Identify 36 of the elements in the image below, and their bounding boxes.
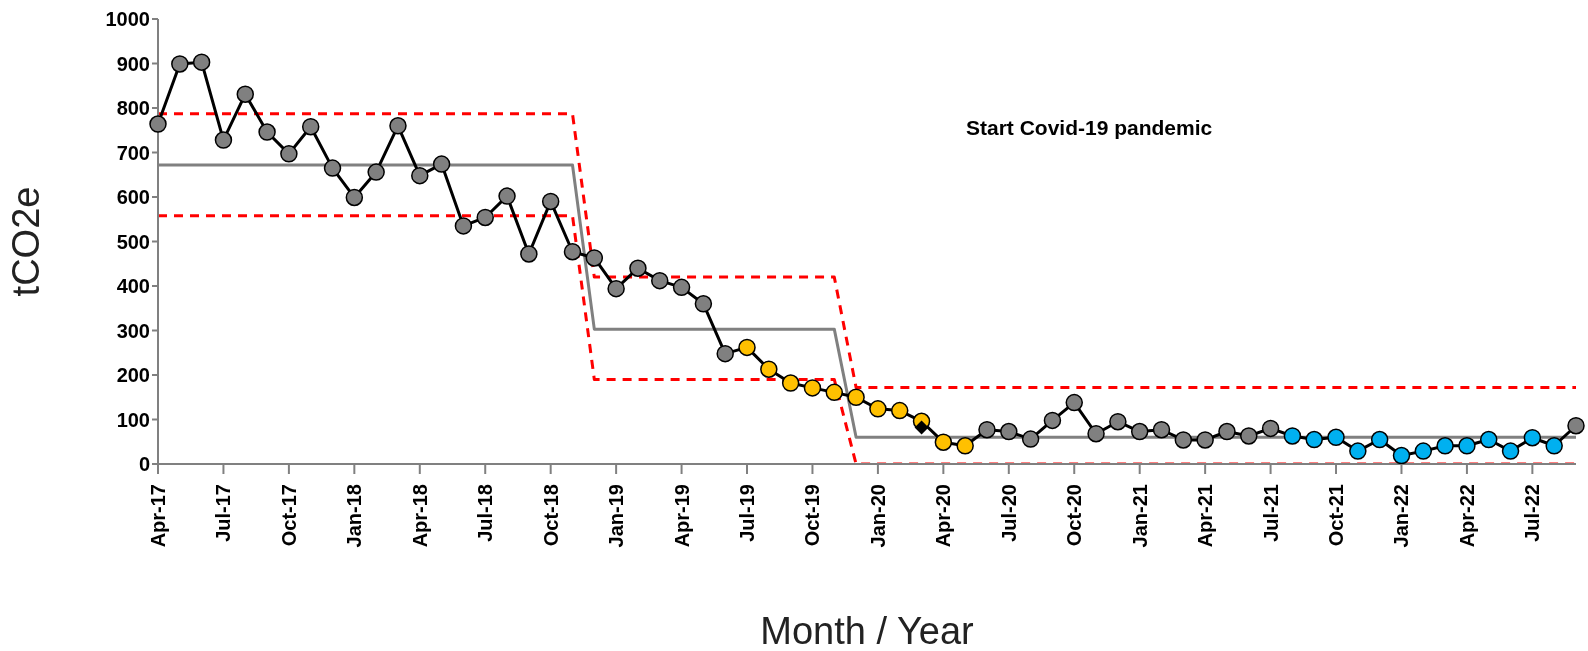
x-axis-title: Month / Year bbox=[760, 610, 975, 651]
x-tick-label: Jan-20 bbox=[866, 484, 889, 548]
y-axis-title: tCO2e bbox=[5, 186, 48, 297]
x-tick-label: Oct-20 bbox=[1063, 484, 1086, 547]
y-tick-label: 100 bbox=[116, 408, 150, 431]
y-tick-label: 700 bbox=[116, 141, 150, 164]
x-tick-label: Jul-22 bbox=[1521, 484, 1544, 542]
x-tick-label: Jan-22 bbox=[1390, 484, 1413, 548]
x-tick-label: Jul-21 bbox=[1259, 484, 1282, 542]
x-tick-label: Jan-18 bbox=[343, 484, 366, 548]
x-tick-label: Apr-22 bbox=[1455, 484, 1478, 548]
x-tick-label: Jul-19 bbox=[736, 484, 759, 542]
y-tick-label: 0 bbox=[138, 453, 150, 476]
x-tick-label: Apr-20 bbox=[932, 484, 955, 548]
x-tick-label: Jan-21 bbox=[1128, 484, 1151, 548]
x-tick-label: Apr-19 bbox=[670, 484, 693, 548]
x-tick-label: Oct-18 bbox=[539, 484, 562, 547]
y-tick-label: 1000 bbox=[105, 8, 150, 31]
x-tick-label: Apr-21 bbox=[1194, 484, 1217, 548]
x-tick-label: Jul-18 bbox=[474, 484, 497, 542]
x-tick-label: Apr-17 bbox=[147, 484, 169, 548]
y-tick-label: 800 bbox=[116, 97, 150, 120]
x-tick-label: Oct-21 bbox=[1325, 484, 1348, 547]
x-tick-label: Jan-19 bbox=[605, 484, 628, 548]
y-tick-label: 500 bbox=[116, 230, 150, 253]
x-tick-label: Oct-19 bbox=[801, 484, 824, 547]
y-tick-label: 900 bbox=[116, 52, 150, 75]
annotation: Start Covid-19 pandemic bbox=[966, 116, 1213, 140]
y-tick-label: 200 bbox=[116, 364, 150, 387]
x-tick-label: Apr-18 bbox=[408, 484, 431, 548]
y-tick-label: 300 bbox=[116, 319, 150, 342]
y-tick-label: 600 bbox=[116, 186, 150, 209]
x-tick-label: Oct-17 bbox=[277, 484, 300, 547]
x-tick-label: Jul-17 bbox=[212, 484, 235, 542]
x-tick-label: Jul-20 bbox=[997, 484, 1020, 542]
y-tick-label: 400 bbox=[116, 275, 150, 298]
